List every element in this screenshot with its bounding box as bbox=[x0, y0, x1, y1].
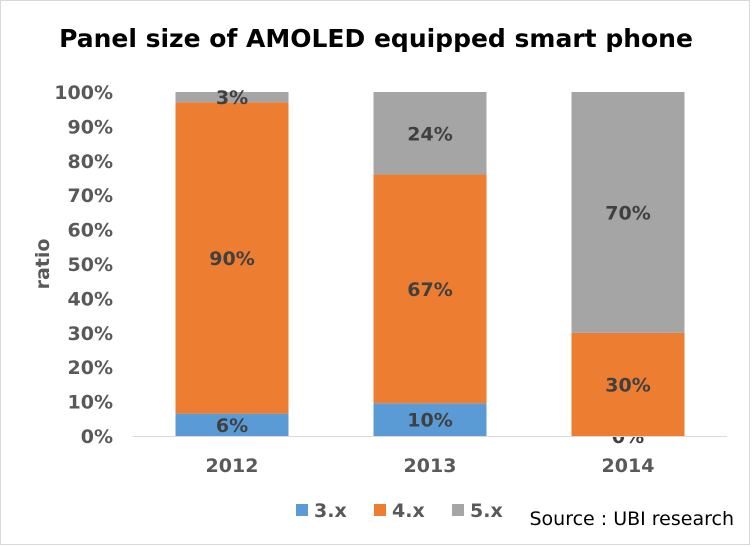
bar-segment-5x-2012 bbox=[175, 92, 289, 103]
y-tick-label: 10% bbox=[68, 392, 113, 414]
data-label: 6% bbox=[216, 415, 248, 437]
y-tick-label: 60% bbox=[68, 220, 113, 242]
legend-swatch-3x bbox=[296, 504, 308, 516]
x-tick-label: 2013 bbox=[404, 455, 457, 477]
y-tick-label: 50% bbox=[68, 254, 113, 276]
legend-swatch-4x bbox=[374, 504, 386, 516]
source-note: Source : UBI research bbox=[529, 508, 734, 530]
bar-segment-4x-2013 bbox=[373, 174, 487, 404]
data-label: 67% bbox=[407, 279, 452, 301]
data-label: 24% bbox=[407, 123, 452, 145]
y-tick-label: 40% bbox=[68, 288, 113, 310]
bar-segment-5x-2014 bbox=[571, 92, 685, 333]
data-label: 10% bbox=[407, 410, 452, 432]
bar-segment-3x-2013 bbox=[373, 403, 487, 436]
y-tick-label: 80% bbox=[68, 151, 113, 173]
x-tick-label: 2014 bbox=[602, 455, 655, 477]
data-label: 30% bbox=[605, 374, 650, 396]
y-tick-label: 30% bbox=[68, 323, 113, 345]
data-label: 70% bbox=[605, 202, 650, 224]
y-tick-label: 100% bbox=[54, 82, 113, 104]
chart-title: Panel size of AMOLED equipped smart phon… bbox=[59, 24, 693, 53]
legend-label-4x: 4.x bbox=[392, 500, 425, 522]
y-tick-label: 0% bbox=[81, 426, 113, 448]
legend-swatch-5x bbox=[452, 504, 464, 516]
y-tick-label: 20% bbox=[68, 357, 113, 379]
legend-label-5x: 5.x bbox=[470, 500, 503, 522]
bar-segment-4x-2014 bbox=[571, 332, 685, 436]
legend-label-3x: 3.x bbox=[314, 500, 347, 522]
data-label: 90% bbox=[209, 248, 254, 270]
y-tick-label: 70% bbox=[68, 185, 113, 207]
x-tick-label: 2012 bbox=[206, 455, 259, 477]
y-tick-label: 90% bbox=[68, 116, 113, 138]
bar-segment-5x-2013 bbox=[373, 92, 487, 175]
bar-segment-4x-2012 bbox=[175, 102, 289, 414]
bar-segment-3x-2012 bbox=[175, 413, 289, 436]
data-label: 3% bbox=[216, 87, 248, 109]
y-axis-label: ratio bbox=[32, 239, 54, 290]
